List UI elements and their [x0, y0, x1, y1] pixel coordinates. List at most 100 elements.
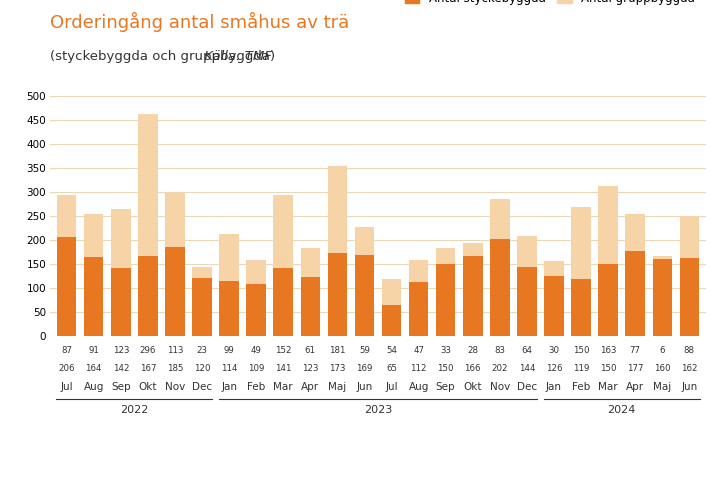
- Bar: [355, 227, 374, 255]
- Bar: [517, 267, 536, 336]
- Text: Jun: Jun: [356, 382, 372, 392]
- Bar: [165, 247, 185, 336]
- Bar: [220, 281, 239, 336]
- Bar: [490, 199, 510, 239]
- Legend: Antal styckebyggda, Antal gruppbyggda: Antal styckebyggda, Antal gruppbyggda: [400, 0, 700, 10]
- Text: 77: 77: [630, 346, 641, 355]
- Bar: [111, 268, 130, 336]
- Text: Dec: Dec: [192, 382, 212, 392]
- Bar: [680, 216, 699, 258]
- Text: 49: 49: [251, 346, 261, 355]
- Text: 109: 109: [248, 364, 264, 373]
- Bar: [57, 237, 76, 336]
- Text: Feb: Feb: [572, 382, 590, 392]
- Bar: [409, 260, 428, 282]
- Text: Jul: Jul: [385, 382, 398, 392]
- Bar: [355, 255, 374, 336]
- Bar: [598, 186, 618, 264]
- Bar: [57, 195, 76, 237]
- Text: Källa: TMF: Källa: TMF: [200, 50, 272, 63]
- Bar: [84, 214, 104, 257]
- Text: 185: 185: [167, 364, 183, 373]
- Bar: [300, 277, 320, 336]
- Text: Jun: Jun: [681, 382, 698, 392]
- Text: 61: 61: [305, 346, 316, 355]
- Bar: [328, 166, 347, 253]
- Text: Mar: Mar: [274, 382, 293, 392]
- Text: 160: 160: [654, 364, 670, 373]
- Bar: [571, 207, 591, 279]
- Text: Aug: Aug: [84, 382, 104, 392]
- Text: 65: 65: [386, 364, 397, 373]
- Text: Jan: Jan: [546, 382, 562, 392]
- Text: Nov: Nov: [165, 382, 185, 392]
- Bar: [652, 256, 672, 259]
- Text: 112: 112: [410, 364, 427, 373]
- Bar: [382, 279, 401, 305]
- Text: 142: 142: [112, 364, 129, 373]
- Bar: [192, 278, 212, 336]
- Bar: [111, 209, 130, 268]
- Bar: [165, 193, 185, 247]
- Text: Maj: Maj: [653, 382, 672, 392]
- Text: Maj: Maj: [328, 382, 346, 392]
- Text: 88: 88: [684, 346, 695, 355]
- Text: 164: 164: [86, 364, 102, 373]
- Bar: [246, 260, 266, 284]
- Bar: [328, 253, 347, 336]
- Text: 150: 150: [573, 346, 589, 355]
- Bar: [490, 239, 510, 336]
- Text: 150: 150: [600, 364, 616, 373]
- Bar: [626, 214, 645, 251]
- Text: Okt: Okt: [464, 382, 482, 392]
- Text: 2023: 2023: [364, 406, 392, 415]
- Text: 123: 123: [112, 346, 129, 355]
- Bar: [626, 251, 645, 336]
- Text: 169: 169: [356, 364, 373, 373]
- Text: Jul: Jul: [60, 382, 73, 392]
- Text: 59: 59: [359, 346, 370, 355]
- Bar: [517, 236, 536, 267]
- Text: 166: 166: [464, 364, 481, 373]
- Text: 123: 123: [302, 364, 318, 373]
- Bar: [436, 264, 456, 336]
- Bar: [192, 267, 212, 278]
- Bar: [598, 264, 618, 336]
- Text: 114: 114: [221, 364, 238, 373]
- Text: Dec: Dec: [517, 382, 537, 392]
- Bar: [652, 259, 672, 336]
- Text: 173: 173: [329, 364, 346, 373]
- Text: 2024: 2024: [608, 406, 636, 415]
- Text: 83: 83: [495, 346, 505, 355]
- Text: 296: 296: [140, 346, 156, 355]
- Bar: [246, 284, 266, 336]
- Text: 150: 150: [438, 364, 454, 373]
- Text: Okt: Okt: [139, 382, 157, 392]
- Text: 163: 163: [600, 346, 616, 355]
- Text: 162: 162: [681, 364, 698, 373]
- Bar: [300, 248, 320, 277]
- Text: Aug: Aug: [408, 382, 429, 392]
- Bar: [544, 276, 564, 336]
- Text: Mar: Mar: [598, 382, 618, 392]
- Text: 47: 47: [413, 346, 424, 355]
- Text: Nov: Nov: [490, 382, 510, 392]
- Text: 91: 91: [89, 346, 99, 355]
- Bar: [138, 114, 158, 256]
- Text: Sep: Sep: [111, 382, 130, 392]
- Text: Apr: Apr: [626, 382, 644, 392]
- Bar: [436, 248, 456, 264]
- Bar: [220, 234, 239, 281]
- Text: Orderingång antal småhus av trä: Orderingång antal småhus av trä: [50, 12, 350, 32]
- Text: 120: 120: [194, 364, 210, 373]
- Text: 2022: 2022: [120, 406, 148, 415]
- Text: 206: 206: [58, 364, 75, 373]
- Text: 28: 28: [467, 346, 478, 355]
- Text: 177: 177: [627, 364, 644, 373]
- Text: Apr: Apr: [301, 382, 320, 392]
- Bar: [409, 282, 428, 336]
- Text: 6: 6: [660, 346, 665, 355]
- Text: 64: 64: [521, 346, 532, 355]
- Text: 119: 119: [573, 364, 589, 373]
- Bar: [463, 243, 482, 256]
